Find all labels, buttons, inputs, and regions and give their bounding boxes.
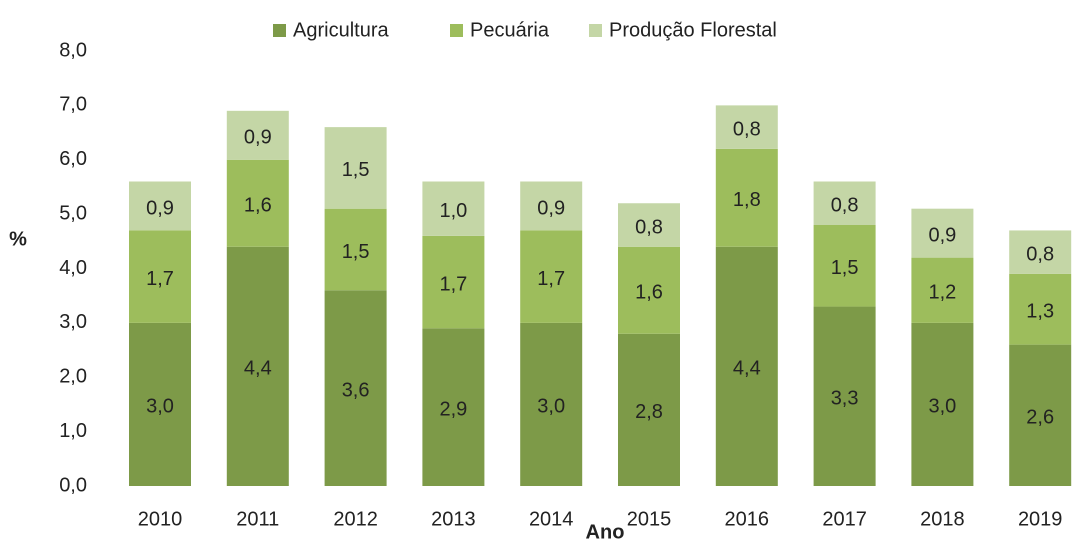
bar-segment [911, 208, 974, 258]
bar-segment [618, 246, 680, 334]
bar-segment [813, 181, 876, 225]
data-label: 3,0 [146, 396, 174, 418]
legend-label: Pecuária [470, 19, 550, 41]
bar-segment [715, 105, 778, 149]
y-tick-label: 4,0 [59, 257, 87, 279]
data-label: 3,0 [537, 396, 565, 418]
bar-segment [129, 322, 191, 486]
data-label: 0,8 [1026, 243, 1054, 265]
bar-segment [422, 235, 485, 329]
data-label: 0,9 [537, 197, 565, 219]
x-tick-label: 2019 [1018, 508, 1063, 530]
bar-segment [813, 306, 876, 486]
y-tick-label: 3,0 [59, 311, 87, 333]
data-label: 3,6 [342, 379, 370, 401]
data-label: 1,5 [342, 241, 370, 263]
bar-segment [618, 333, 680, 486]
bar-segment [813, 225, 876, 307]
legend-label: Agricultura [293, 19, 389, 41]
data-label: 0,9 [146, 197, 174, 219]
bar-segment [422, 181, 485, 236]
x-tick-label: 2011 [236, 508, 279, 530]
y-tick-label: 8,0 [59, 39, 87, 61]
y-tick-label: 6,0 [59, 148, 87, 170]
bar-segment [1009, 273, 1072, 345]
x-tick-label: 2014 [529, 508, 574, 530]
legend-swatch [589, 24, 602, 37]
bar-segment [911, 257, 974, 323]
data-label: 3,3 [831, 388, 859, 410]
legend-swatch [273, 24, 286, 37]
bar-segment [520, 181, 583, 231]
bar-segment [520, 230, 583, 323]
data-label: 0,8 [831, 195, 859, 217]
data-label: 1,3 [1026, 301, 1054, 323]
bar-segment [226, 246, 289, 486]
data-label: 1,0 [439, 200, 467, 222]
bar-segment [129, 181, 191, 231]
data-label: 1,5 [342, 159, 370, 181]
legend-label: Produção Florestal [609, 19, 777, 41]
data-label: 3,0 [928, 396, 956, 418]
bar-segment [324, 290, 387, 486]
bar-segment [520, 322, 583, 486]
y-tick-label: 0,0 [59, 474, 87, 496]
y-tick-label: 2,0 [59, 366, 87, 388]
bar-segment [324, 208, 387, 291]
data-label: 0,8 [733, 118, 761, 140]
x-tick-label: 2016 [725, 508, 770, 530]
y-tick-label: 5,0 [59, 202, 87, 224]
bar-segment [618, 203, 680, 247]
data-label: 1,8 [733, 189, 761, 211]
legend-swatch [450, 24, 463, 37]
data-label: 0,8 [635, 216, 663, 238]
bar-segment [715, 246, 778, 486]
data-label: 0,9 [928, 224, 956, 246]
y-tick-label: 1,0 [59, 420, 87, 442]
bar-segment [715, 148, 778, 247]
data-label: 1,7 [439, 273, 467, 295]
x-tick-label: 2017 [822, 508, 867, 530]
bar-segment [226, 159, 289, 247]
x-axis-label: Ano [586, 521, 625, 543]
data-label: 0,9 [244, 127, 272, 149]
data-label: 1,6 [635, 282, 663, 304]
data-label: 2,6 [1026, 407, 1054, 429]
data-label: 1,6 [244, 195, 272, 217]
bar-segment [226, 110, 289, 160]
x-tick-label: 2012 [333, 508, 378, 530]
y-axis-label: % [9, 228, 27, 250]
data-label: 1,5 [831, 257, 859, 279]
data-label: 2,9 [439, 398, 467, 420]
data-label: 1,2 [928, 282, 956, 304]
bar-segment [422, 328, 485, 486]
bar-segment [324, 127, 387, 209]
x-tick-label: 2015 [627, 508, 672, 530]
bar-segment [129, 230, 191, 323]
x-tick-label: 2018 [920, 508, 965, 530]
x-tick-label: 2010 [138, 508, 183, 530]
bar-segment [1009, 230, 1072, 274]
bar-segment [1009, 344, 1072, 486]
data-label: 4,4 [733, 358, 761, 380]
data-label: 2,8 [635, 401, 663, 423]
data-label: 1,7 [146, 268, 174, 290]
data-label: 4,4 [244, 358, 272, 380]
x-tick-label: 2013 [431, 508, 476, 530]
data-label: 1,7 [537, 268, 565, 290]
bar-segment [911, 322, 974, 486]
y-tick-label: 7,0 [59, 94, 87, 116]
